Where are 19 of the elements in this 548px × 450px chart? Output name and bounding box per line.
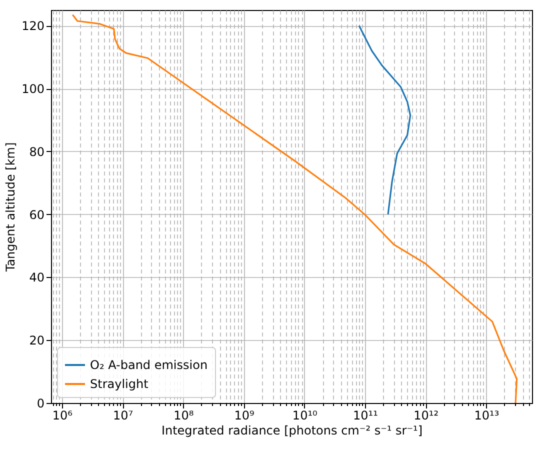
y-axis-title: Tangent altitude [km] <box>4 142 18 273</box>
y-tick-label: 40 <box>29 270 44 285</box>
x-tick-label: 10⁷ <box>112 408 134 422</box>
y-tick-label: 120 <box>22 19 44 34</box>
y-tick-label: 0 <box>36 396 44 410</box>
legend-label: Straylight <box>90 377 149 391</box>
legend-label: O₂ A-band emission <box>90 358 208 372</box>
x-tick-label: 10¹¹ <box>353 408 378 422</box>
y-tick-label: 80 <box>29 144 44 159</box>
x-tick-label: 10¹³ <box>474 408 500 422</box>
y-tick-label: 20 <box>29 334 44 348</box>
x-tick-label: 10⁸ <box>174 408 194 422</box>
x-tick-label: 10¹⁰ <box>292 408 318 422</box>
y-tick-label: 60 <box>29 208 44 222</box>
x-axis-title: Integrated radiance [photons cm⁻² s⁻¹ sr⁻¹] <box>161 424 423 438</box>
x-tick-label: 10¹² <box>414 408 439 422</box>
y-tick-label: 100 <box>22 82 44 96</box>
x-tick-label: 10⁹ <box>234 408 254 422</box>
x-tick-label: 10⁶ <box>52 408 73 422</box>
